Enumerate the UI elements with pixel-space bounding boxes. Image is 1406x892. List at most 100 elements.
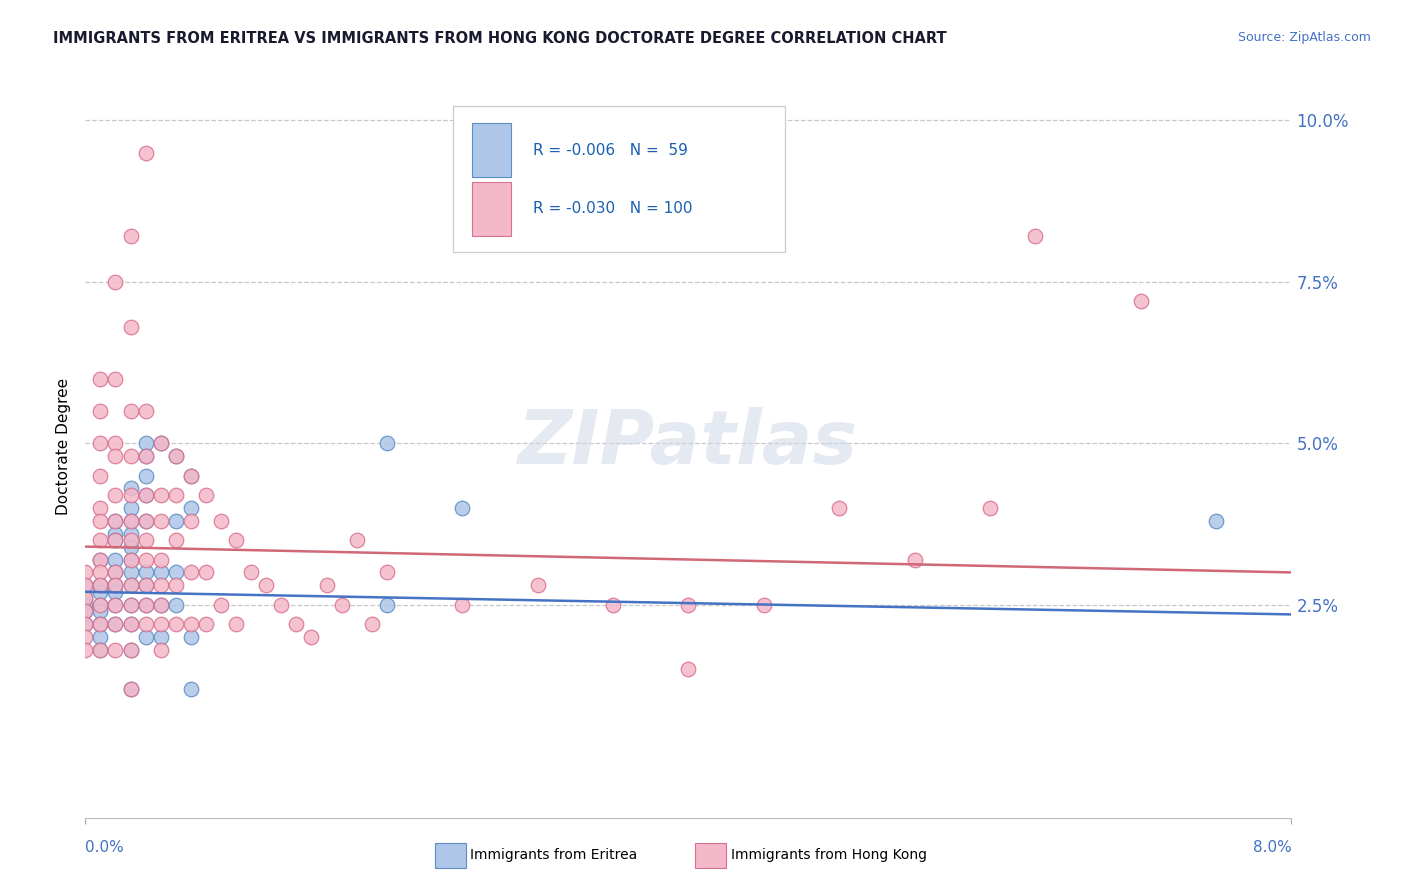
Point <box>120 540 142 554</box>
Point <box>330 598 353 612</box>
Point <box>165 566 187 580</box>
Point <box>75 604 97 618</box>
Point <box>979 500 1001 515</box>
Point <box>301 630 323 644</box>
Point <box>149 566 172 580</box>
Point <box>75 617 97 632</box>
Point <box>104 584 127 599</box>
Point <box>270 598 292 612</box>
Point <box>194 566 217 580</box>
Point <box>89 604 111 618</box>
Point <box>678 598 700 612</box>
Point <box>375 566 398 580</box>
Point <box>89 552 111 566</box>
Point <box>180 566 202 580</box>
Point <box>104 598 127 612</box>
Point <box>149 578 172 592</box>
Point <box>104 566 127 580</box>
FancyBboxPatch shape <box>472 123 510 178</box>
Point <box>104 617 127 632</box>
Point <box>104 449 127 463</box>
Point <box>104 533 127 548</box>
Point <box>135 145 157 160</box>
Point <box>165 514 187 528</box>
Point <box>120 598 142 612</box>
FancyBboxPatch shape <box>453 106 785 252</box>
Point <box>89 468 111 483</box>
Point <box>135 630 157 644</box>
Point <box>75 591 97 606</box>
Point <box>135 449 157 463</box>
Point <box>75 604 97 618</box>
Point <box>120 681 142 696</box>
Point <box>451 598 474 612</box>
Point <box>89 630 111 644</box>
Point <box>120 526 142 541</box>
Point <box>104 488 127 502</box>
Point <box>120 578 142 592</box>
Point <box>120 482 142 496</box>
Point <box>135 488 157 502</box>
Point <box>135 552 157 566</box>
Text: 0.0%: 0.0% <box>86 840 124 855</box>
Point <box>752 598 775 612</box>
Point <box>135 617 157 632</box>
Point <box>165 617 187 632</box>
Point <box>315 578 337 592</box>
Point <box>828 500 851 515</box>
Point <box>89 533 111 548</box>
Point <box>903 552 925 566</box>
Point <box>89 566 111 580</box>
Point <box>104 514 127 528</box>
Point <box>375 436 398 450</box>
Point <box>135 449 157 463</box>
Point <box>375 598 398 612</box>
Point <box>526 578 548 592</box>
Point <box>89 584 111 599</box>
Point <box>104 598 127 612</box>
Point <box>75 578 97 592</box>
Point <box>89 643 111 657</box>
Text: Source: ZipAtlas.com: Source: ZipAtlas.com <box>1237 31 1371 45</box>
Point <box>135 598 157 612</box>
Point <box>120 643 142 657</box>
Point <box>104 566 127 580</box>
Point <box>135 578 157 592</box>
Point <box>104 436 127 450</box>
Point <box>120 617 142 632</box>
Point <box>120 617 142 632</box>
Point <box>104 578 127 592</box>
Point <box>104 617 127 632</box>
Point <box>75 591 97 606</box>
Point <box>120 320 142 334</box>
Point <box>120 404 142 418</box>
Point <box>149 436 172 450</box>
Point <box>360 617 382 632</box>
Point <box>194 488 217 502</box>
Point <box>225 533 247 548</box>
Text: ZIPatlas: ZIPatlas <box>519 407 859 480</box>
Point <box>149 643 172 657</box>
Point <box>180 468 202 483</box>
Point <box>149 436 172 450</box>
Point <box>89 578 111 592</box>
Point <box>75 598 97 612</box>
Point <box>120 500 142 515</box>
Point <box>104 275 127 289</box>
Point <box>1129 294 1152 309</box>
Point <box>149 630 172 644</box>
Point <box>165 578 187 592</box>
Point <box>135 436 157 450</box>
Point <box>104 643 127 657</box>
Point <box>149 488 172 502</box>
Point <box>135 468 157 483</box>
Point <box>180 617 202 632</box>
Point <box>89 617 111 632</box>
Point <box>135 514 157 528</box>
Point <box>135 578 157 592</box>
Point <box>149 552 172 566</box>
Point <box>1024 229 1046 244</box>
Point <box>165 533 187 548</box>
Text: Immigrants from Eritrea: Immigrants from Eritrea <box>471 848 638 863</box>
Point <box>120 598 142 612</box>
